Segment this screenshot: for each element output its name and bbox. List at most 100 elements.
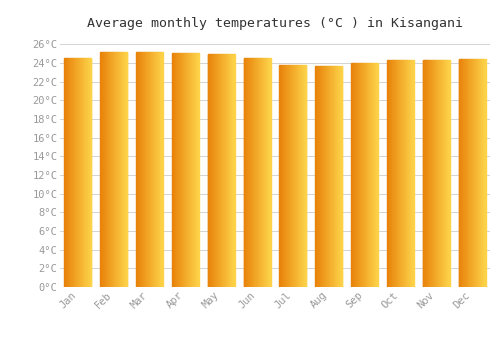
Bar (351, 63, 352, 287)
Bar (81, 58, 82, 287)
Bar (291, 65, 292, 287)
Bar (389, 60, 390, 287)
Bar (253, 58, 254, 287)
Bar (153, 52, 154, 287)
Bar (318, 66, 319, 287)
Bar (123, 52, 124, 287)
Bar (440, 60, 441, 287)
Bar (162, 52, 163, 287)
Bar (227, 54, 228, 287)
Title: Average monthly temperatures (°C ) in Kisangani: Average monthly temperatures (°C ) in Ki… (87, 17, 463, 30)
Bar (114, 52, 115, 287)
Bar (466, 59, 467, 287)
Bar (397, 60, 398, 287)
Bar (286, 65, 287, 287)
Bar (464, 59, 465, 287)
Bar (280, 65, 281, 287)
Bar (374, 63, 375, 287)
Bar (297, 65, 298, 287)
Bar (105, 52, 106, 287)
Bar (358, 63, 359, 287)
Bar (190, 53, 191, 287)
Bar (122, 52, 123, 287)
Bar (448, 60, 449, 287)
Bar (185, 53, 186, 287)
Bar (102, 52, 103, 287)
Bar (303, 65, 304, 287)
Bar (406, 60, 407, 287)
Bar (138, 52, 139, 287)
Bar (444, 60, 445, 287)
Bar (353, 63, 354, 287)
Bar (85, 58, 86, 287)
Bar (394, 60, 395, 287)
Bar (388, 60, 389, 287)
Bar (292, 65, 293, 287)
Bar (409, 60, 410, 287)
Bar (177, 53, 178, 287)
Bar (261, 58, 262, 287)
Bar (362, 63, 363, 287)
Bar (173, 53, 174, 287)
Bar (387, 60, 388, 287)
Bar (352, 63, 353, 287)
Bar (447, 60, 448, 287)
Bar (216, 54, 217, 287)
Bar (91, 58, 92, 287)
Bar (154, 52, 155, 287)
Bar (293, 65, 294, 287)
Bar (369, 63, 370, 287)
Bar (180, 53, 181, 287)
Bar (257, 58, 258, 287)
Bar (413, 60, 414, 287)
Bar (425, 60, 426, 287)
Bar (357, 63, 358, 287)
Bar (365, 63, 366, 287)
Bar (215, 54, 216, 287)
Bar (480, 59, 481, 287)
Bar (221, 54, 222, 287)
Bar (476, 59, 477, 287)
Bar (329, 66, 330, 287)
Bar (254, 58, 255, 287)
Bar (74, 58, 75, 287)
Bar (90, 58, 91, 287)
Bar (103, 52, 104, 287)
Bar (119, 52, 120, 287)
Bar (182, 53, 184, 287)
Bar (218, 54, 219, 287)
Bar (296, 65, 297, 287)
Bar (184, 53, 185, 287)
Bar (446, 60, 447, 287)
Bar (288, 65, 289, 287)
Bar (366, 63, 368, 287)
Bar (438, 60, 439, 287)
Bar (330, 66, 331, 287)
Bar (471, 59, 472, 287)
Bar (229, 54, 230, 287)
Bar (443, 60, 444, 287)
Bar (336, 66, 337, 287)
Bar (410, 60, 411, 287)
Bar (111, 52, 112, 287)
Bar (83, 58, 84, 287)
Bar (77, 58, 78, 287)
Bar (256, 58, 257, 287)
Bar (316, 66, 317, 287)
Bar (465, 59, 466, 287)
Bar (264, 58, 265, 287)
Bar (231, 54, 232, 287)
Bar (226, 54, 227, 287)
Bar (324, 66, 325, 287)
Bar (101, 52, 102, 287)
Bar (64, 58, 65, 287)
Bar (120, 52, 122, 287)
Bar (301, 65, 302, 287)
Bar (108, 52, 109, 287)
Bar (158, 52, 160, 287)
Bar (219, 54, 220, 287)
Bar (434, 60, 435, 287)
Bar (430, 60, 431, 287)
Bar (148, 52, 149, 287)
Bar (332, 66, 333, 287)
